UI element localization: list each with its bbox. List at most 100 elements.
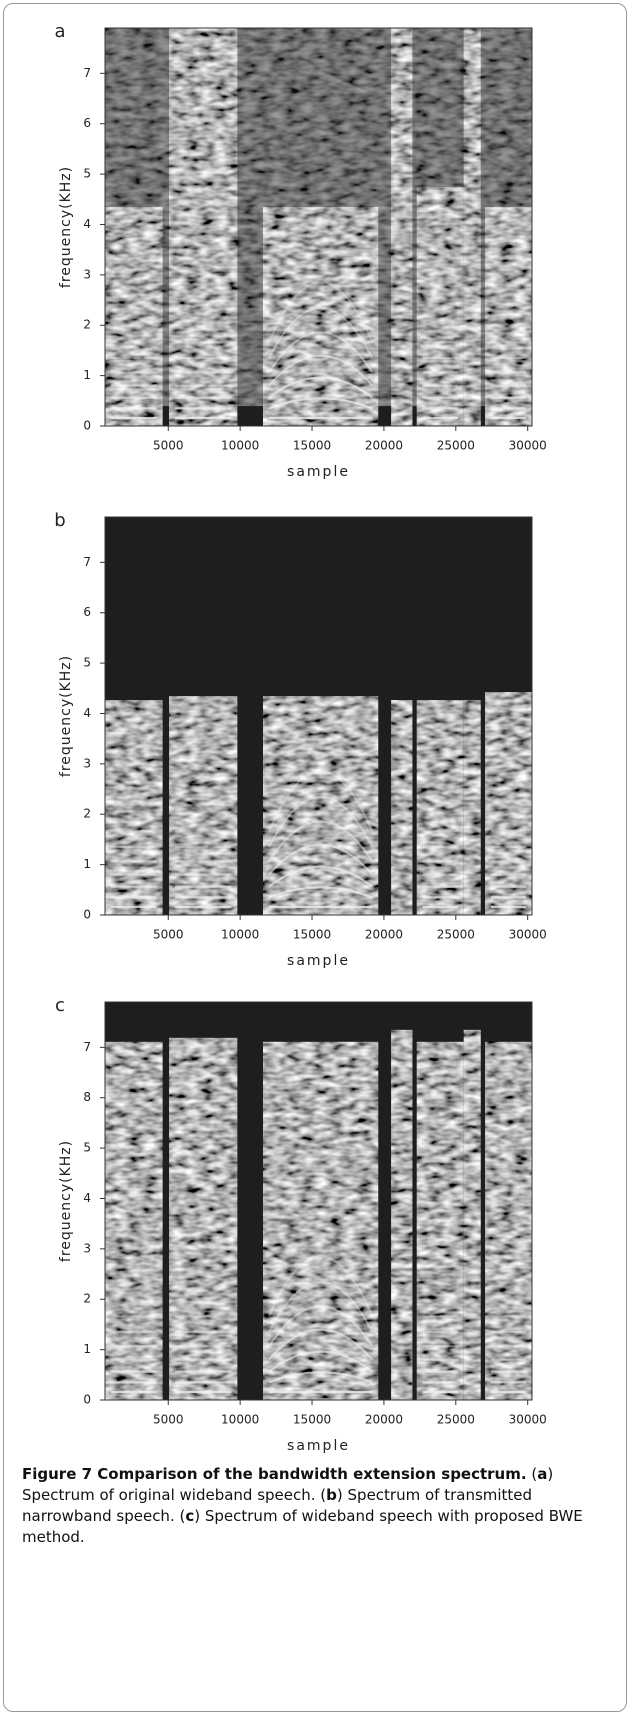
x-tick-label: 10000 — [221, 439, 259, 453]
caption-letter: b — [326, 1486, 337, 1504]
x-axis-label: sample — [287, 464, 350, 480]
y-tick-label: 5 — [83, 656, 91, 670]
harmonic — [268, 1371, 373, 1384]
y-tick-label: 4 — [83, 217, 91, 231]
spectrogram — [105, 28, 532, 426]
harmonic — [268, 354, 374, 387]
texture — [485, 1041, 532, 1400]
harmonic — [268, 886, 373, 899]
texture — [169, 696, 238, 915]
x-tick-label: 25000 — [437, 1413, 475, 1427]
y-tick-label: 2 — [83, 1292, 91, 1306]
y-tick-label: 5 — [83, 167, 91, 181]
harmonic — [268, 865, 373, 888]
harmonic — [267, 770, 374, 832]
y-tick-label: 6 — [83, 605, 91, 619]
y-tick-label: 2 — [83, 807, 91, 821]
y-tick-label: 0 — [83, 1393, 91, 1407]
texture — [169, 28, 238, 426]
x-tick-label: 30000 — [509, 439, 547, 453]
caption-text: ( — [531, 1465, 538, 1483]
harmonic — [268, 843, 374, 876]
panel-label: a — [54, 21, 65, 42]
texture — [105, 700, 163, 915]
y-tick-label: 5 — [83, 1141, 91, 1155]
x-tick-label: 20000 — [365, 1413, 403, 1427]
harmonic — [268, 306, 374, 359]
y-tick-label: 7 — [83, 66, 91, 80]
y-tick-label: 1 — [83, 857, 91, 871]
y-tick-label: 7 — [83, 555, 91, 569]
y-tick-label: 1 — [83, 368, 91, 382]
harmonic — [268, 820, 374, 862]
y-tick-label: 0 — [83, 908, 91, 922]
x-axis-label: sample — [287, 1438, 350, 1454]
x-tick-label: 30000 — [509, 1413, 547, 1427]
spectrogram — [105, 517, 532, 915]
figure: 0 1 2 3 4 5 6 7 5000 10000 15000 20000 25000 30000 sam… — [54, 21, 547, 1454]
texture — [416, 1041, 464, 1400]
harmonic — [268, 1280, 374, 1333]
texture — [262, 207, 379, 426]
plot-frame — [104, 516, 533, 916]
texture — [463, 700, 481, 915]
y-axis-label: frequency(KHz) — [58, 655, 74, 777]
texture — [463, 28, 481, 426]
harmonic — [268, 376, 373, 399]
x-tick-label: 5000 — [153, 439, 184, 453]
caption-letter: a — [537, 1465, 548, 1483]
x-tick-label: 25000 — [437, 928, 475, 942]
y-axis-label: frequency(KHz) — [58, 1140, 74, 1262]
texture — [391, 1029, 413, 1400]
harmonic — [268, 1305, 374, 1347]
texture — [262, 1041, 379, 1400]
texture — [416, 700, 464, 915]
figure-frame — [3, 3, 627, 1712]
y-tick-label: 1 — [83, 1342, 91, 1356]
x-tick-label: 25000 — [437, 439, 475, 453]
harmonic — [267, 281, 374, 343]
texture — [391, 28, 413, 426]
harmonic — [268, 795, 374, 848]
texture — [485, 207, 532, 426]
x-tick-label: 15000 — [293, 439, 331, 453]
x-tick-label: 30000 — [509, 928, 547, 942]
texture — [463, 1029, 481, 1400]
x-tick-label: 10000 — [221, 928, 259, 942]
panel-label: b — [54, 510, 65, 531]
y-tick-label: 0 — [83, 419, 91, 433]
x-tick-label: 15000 — [293, 928, 331, 942]
x-tick-label: 20000 — [365, 928, 403, 942]
plot-frame — [104, 27, 533, 427]
texture — [416, 187, 464, 426]
y-tick-label: 3 — [83, 756, 91, 770]
x-tick-label: 15000 — [293, 1413, 331, 1427]
harmonic — [268, 331, 374, 373]
x-axis-label: sample — [287, 953, 350, 969]
caption-title: Figure 7 Comparison of the bandwidth ext… — [22, 1465, 527, 1483]
harmonic — [268, 397, 373, 410]
plot-frame — [104, 1001, 533, 1401]
texture — [105, 207, 163, 426]
texture — [485, 692, 532, 915]
y-tick-label: 8 — [83, 1090, 91, 1104]
y-axis-label: frequency(KHz) — [58, 166, 74, 288]
harmonic — [268, 1328, 374, 1361]
caption-text: ) Spectrum of original wideband speech. … — [22, 1465, 554, 1504]
y-tick-label: 4 — [83, 706, 91, 720]
texture — [391, 700, 413, 915]
y-tick-label: 7 — [83, 1040, 91, 1054]
harmonic — [267, 1255, 374, 1317]
caption-text: ) Spectrum of transmitted narrowband spe… — [22, 1486, 533, 1525]
panel-label: c — [55, 995, 65, 1016]
y-tick-label: 3 — [83, 267, 91, 281]
y-tick-label: 4 — [83, 1191, 91, 1205]
texture — [105, 1041, 163, 1400]
caption-text: ) Spectrum of wideband speech with propo… — [22, 1507, 583, 1546]
caption-letter: c — [185, 1507, 195, 1525]
texture — [169, 1037, 238, 1400]
x-tick-label: 10000 — [221, 1413, 259, 1427]
x-tick-label: 20000 — [365, 439, 403, 453]
y-tick-label: 3 — [83, 1241, 91, 1255]
